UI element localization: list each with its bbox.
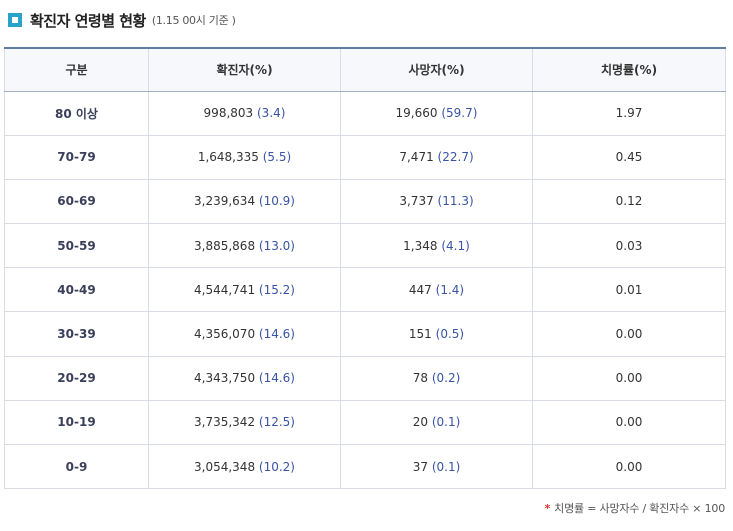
- confirmed-percent: (13.0): [258, 238, 295, 253]
- confirmed-count: 3,054,348: [194, 459, 256, 474]
- footnote-marker: *: [544, 502, 551, 515]
- footnote-text: 치명률 = 사망자수 / 확진자수 × 100: [554, 502, 725, 515]
- confirmed-count: 3,735,342: [194, 415, 256, 430]
- table-row: 60-69 3,239,634 (10.9) 3,737 (11.3) 0.12: [4, 178, 726, 225]
- age-group-cell: 40-49: [4, 267, 149, 313]
- footnote: * 치명률 = 사망자수 / 확진자수 × 100: [544, 500, 726, 516]
- deaths-percent: (0.5): [435, 327, 465, 342]
- confirmed-count: 4,343,750: [194, 371, 256, 386]
- column-header-fatality: 치명률(%): [532, 47, 726, 92]
- section-header: 확진자 연령별 현황 (1.15 00시 기준 ): [8, 8, 236, 32]
- deaths-percent: (0.1): [431, 459, 461, 474]
- confirmed-percent: (15.2): [258, 282, 295, 297]
- fatality-rate-cell: 1.97: [532, 90, 726, 136]
- fatality-rate-cell: 0.00: [532, 311, 726, 357]
- confirmed-percent: (14.6): [258, 371, 295, 386]
- fatality-rate-cell: 0.03: [532, 223, 726, 269]
- confirmed-cell: 3,239,634 (10.9): [148, 178, 341, 225]
- fatality-rate-cell: 0.00: [532, 355, 726, 401]
- deaths-percent: (0.2): [431, 371, 461, 386]
- page-subtitle: (1.15 00시 기준 ): [151, 14, 236, 27]
- deaths-cell: 447 (1.4): [340, 267, 533, 313]
- deaths-cell: 37 (0.1): [340, 443, 533, 490]
- confirmed-cell: 3,885,868 (13.0): [148, 223, 341, 269]
- fatality-rate-cell: 0.00: [532, 443, 726, 490]
- age-group-cell: 70-79: [4, 134, 149, 180]
- square-bullet-icon: [8, 13, 22, 27]
- confirmed-cell: 998,803 (3.4): [148, 90, 341, 136]
- table-row: 50-59 3,885,868 (13.0) 1,348 (4.1) 0.03: [4, 223, 726, 269]
- confirmed-percent: (14.6): [258, 327, 295, 342]
- deaths-percent: (4.1): [441, 238, 470, 253]
- deaths-count: 37: [412, 459, 428, 474]
- confirmed-percent: (10.2): [258, 459, 295, 474]
- table-row: 20-29 4,343,750 (14.6) 78 (0.2) 0.00: [4, 355, 726, 401]
- deaths-percent: (11.3): [437, 194, 474, 209]
- confirmed-cell: 3,735,342 (12.5): [148, 399, 341, 446]
- confirmed-percent: (3.4): [257, 106, 286, 121]
- deaths-percent: (1.4): [435, 282, 465, 297]
- confirmed-percent: (5.5): [262, 150, 292, 165]
- age-group-cell: 0-9: [4, 443, 149, 490]
- table-row: 10-19 3,735,342 (12.5) 20 (0.1) 0.00: [4, 399, 726, 446]
- age-stats-table: 구분 확진자(%) 사망자(%) 치명률(%) 80 이상 998,803 (3.…: [4, 47, 726, 490]
- confirmed-count: 3,239,634: [194, 194, 256, 209]
- table-row: 0-9 3,054,348 (10.2) 37 (0.1) 0.00: [4, 443, 726, 490]
- deaths-cell: 7,471 (22.7): [340, 134, 533, 180]
- deaths-cell: 151 (0.5): [340, 311, 533, 357]
- column-header-deaths: 사망자(%): [340, 47, 533, 92]
- deaths-count: 20: [412, 415, 428, 430]
- deaths-count: 447: [408, 282, 432, 297]
- column-header-category: 구분: [4, 47, 149, 92]
- table-row: 40-49 4,544,741 (15.2) 447 (1.4) 0.01: [4, 267, 726, 313]
- age-group-cell: 50-59: [4, 223, 149, 269]
- confirmed-cell: 3,054,348 (10.2): [148, 443, 341, 490]
- age-group-cell: 20-29: [4, 355, 149, 401]
- fatality-rate-cell: 0.45: [532, 134, 726, 180]
- deaths-percent: (0.1): [431, 415, 461, 430]
- deaths-count: 1,348: [403, 238, 438, 253]
- page-title: 확진자 연령별 현황: [30, 11, 146, 30]
- fatality-rate-cell: 0.01: [532, 267, 726, 313]
- age-group-cell: 60-69: [4, 178, 149, 225]
- deaths-count: 19,660: [395, 106, 438, 121]
- deaths-cell: 78 (0.2): [340, 355, 533, 401]
- age-group-cell: 80 이상: [4, 90, 149, 136]
- confirmed-count: 3,885,868: [194, 238, 256, 253]
- column-header-confirmed: 확진자(%): [148, 47, 341, 92]
- fatality-rate-cell: 0.12: [532, 178, 726, 225]
- fatality-rate-cell: 0.00: [532, 399, 726, 446]
- confirmed-count: 1,648,335: [197, 150, 259, 165]
- table-row: 30-39 4,356,070 (14.6) 151 (0.5) 0.00: [4, 311, 726, 357]
- table-body: 80 이상 998,803 (3.4) 19,660 (59.7) 1.97 70-79…: [4, 90, 726, 490]
- age-group-cell: 10-19: [4, 399, 149, 446]
- deaths-count: 78: [412, 371, 428, 386]
- deaths-cell: 3,737 (11.3): [340, 178, 533, 225]
- deaths-cell: 20 (0.1): [340, 399, 533, 446]
- deaths-percent: (59.7): [441, 106, 478, 121]
- confirmed-percent: (12.5): [258, 415, 295, 430]
- table-header-row: 구분 확진자(%) 사망자(%) 치명률(%): [4, 47, 726, 92]
- confirmed-cell: 1,648,335 (5.5): [148, 134, 341, 180]
- deaths-count: 151: [408, 327, 432, 342]
- deaths-cell: 19,660 (59.7): [340, 90, 533, 136]
- deaths-count: 7,471: [399, 150, 434, 165]
- confirmed-count: 4,544,741: [194, 282, 256, 297]
- confirmed-cell: 4,544,741 (15.2): [148, 267, 341, 313]
- deaths-percent: (22.7): [437, 150, 474, 165]
- confirmed-count: 998,803: [203, 106, 254, 121]
- confirmed-cell: 4,356,070 (14.6): [148, 311, 341, 357]
- table-row: 80 이상 998,803 (3.4) 19,660 (59.7) 1.97: [4, 90, 726, 136]
- confirmed-percent: (10.9): [258, 194, 295, 209]
- deaths-cell: 1,348 (4.1): [340, 223, 533, 269]
- deaths-count: 3,737: [399, 194, 434, 209]
- confirmed-cell: 4,343,750 (14.6): [148, 355, 341, 401]
- age-group-cell: 30-39: [4, 311, 149, 357]
- confirmed-count: 4,356,070: [194, 327, 256, 342]
- table-row: 70-79 1,648,335 (5.5) 7,471 (22.7) 0.45: [4, 134, 726, 180]
